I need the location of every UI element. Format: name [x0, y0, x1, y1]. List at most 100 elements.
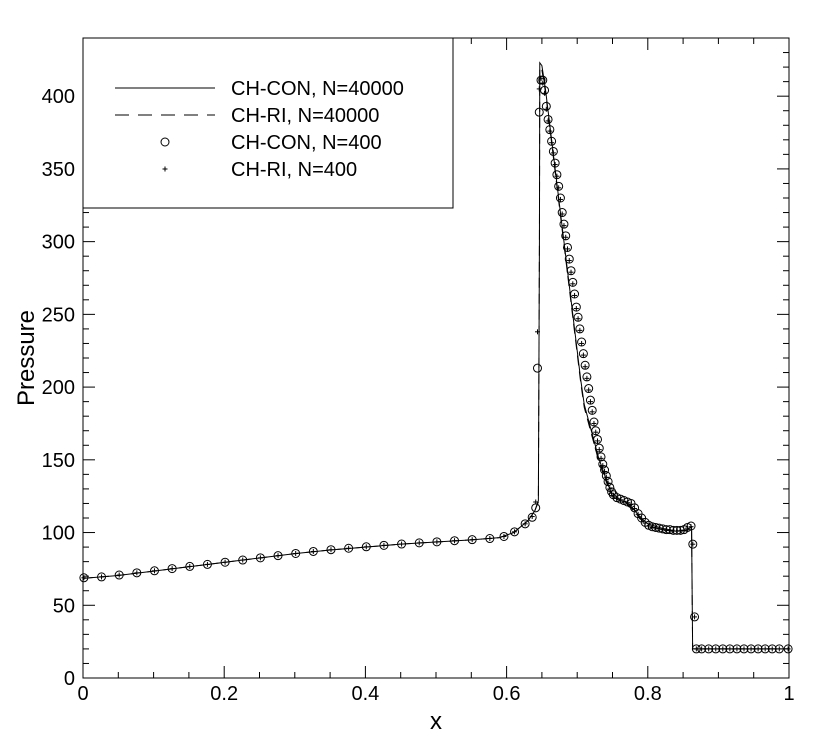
data-point [594, 443, 604, 453]
legend: CH-CON, N=40000 CH-RI, N=40000 CH-CON, N=4… [82, 37, 454, 209]
data-point [587, 399, 593, 405]
y-tick-label: 150 [42, 450, 75, 472]
data-point [586, 387, 592, 393]
legend-entry: CH-RI, N=40000 [115, 105, 379, 127]
data-point [614, 495, 620, 501]
data-point [561, 231, 571, 241]
legend-label: CH-RI, N=40000 [231, 105, 379, 127]
data-point [603, 474, 609, 480]
data-point [690, 541, 696, 547]
data-point [577, 327, 583, 333]
data-point [545, 125, 555, 135]
data-point [132, 568, 142, 578]
data-point [739, 644, 749, 654]
data-point [562, 242, 572, 252]
data-point [575, 324, 585, 334]
data-point [361, 542, 371, 552]
data-point [725, 644, 735, 654]
data-point [273, 551, 283, 561]
data-point [649, 524, 655, 530]
data-point [593, 429, 599, 435]
data-point [379, 540, 389, 550]
legend-label: CH-CON, N=40000 [231, 78, 404, 100]
legend-label: CH-RI, N=400 [231, 159, 357, 181]
data-point [549, 140, 555, 146]
data-point [434, 539, 440, 545]
data-point [692, 614, 698, 620]
data-point [653, 525, 659, 531]
data-point [594, 438, 600, 444]
data-point [79, 573, 89, 583]
data-point [568, 277, 578, 287]
data-point [550, 150, 556, 156]
data-point [328, 547, 334, 553]
data-point [167, 564, 177, 574]
data-point [681, 527, 687, 533]
data-point [99, 574, 105, 580]
data-point [548, 146, 558, 156]
data-point [704, 644, 714, 654]
data-point [187, 563, 193, 569]
data-point [592, 434, 602, 444]
data-point [559, 211, 565, 217]
data-point [706, 646, 712, 652]
data-point [566, 258, 572, 264]
data-point [577, 337, 587, 347]
data-point [568, 269, 574, 275]
data-point [741, 646, 747, 652]
data-point [293, 550, 299, 556]
data-point [134, 570, 140, 576]
data-point [575, 316, 581, 322]
data-point [556, 185, 562, 191]
x-tick-label: 0.8 [634, 683, 662, 705]
data-point [762, 646, 768, 652]
data-point [522, 521, 528, 527]
data-point [564, 254, 574, 264]
x-tick-label: 0.2 [210, 683, 238, 705]
data-point [547, 128, 553, 134]
data-point [570, 289, 580, 299]
data-point [310, 548, 316, 554]
data-point [585, 395, 595, 405]
data-point [753, 644, 763, 654]
y-tick-label: 300 [42, 232, 75, 254]
data-point [240, 557, 246, 563]
data-point [774, 644, 784, 654]
data-point [596, 447, 602, 453]
data-point [554, 173, 560, 179]
data-point [628, 501, 634, 507]
data-point [520, 519, 530, 529]
data-point [605, 480, 611, 486]
data-point [693, 646, 699, 652]
y-tick-label: 400 [42, 86, 75, 108]
series-points-ch-ri-n400 [81, 76, 791, 652]
data-point [571, 302, 581, 312]
data-point [559, 219, 569, 229]
data-point [718, 644, 728, 654]
data-point [545, 118, 551, 124]
data-point [748, 646, 754, 652]
data-point [625, 500, 631, 506]
data-point [554, 181, 564, 191]
data-point [416, 540, 422, 546]
y-tick-label: 0 [64, 668, 75, 690]
data-point [600, 463, 606, 469]
data-point [432, 537, 442, 547]
data-point [291, 548, 301, 558]
data-point [584, 384, 594, 394]
data-point [609, 490, 615, 496]
data-point [734, 646, 740, 652]
data-point [397, 539, 407, 549]
data-point [573, 306, 579, 312]
data-point [543, 114, 553, 124]
data-point [255, 553, 265, 563]
legend-entry: CH-CON, N=400 [160, 132, 382, 154]
data-point [534, 107, 544, 117]
data-point [238, 555, 248, 565]
data-point [346, 545, 352, 551]
data-point [610, 493, 616, 499]
x-tick-label: 0.6 [493, 683, 521, 705]
data-point [579, 340, 585, 346]
data-point [776, 646, 782, 652]
